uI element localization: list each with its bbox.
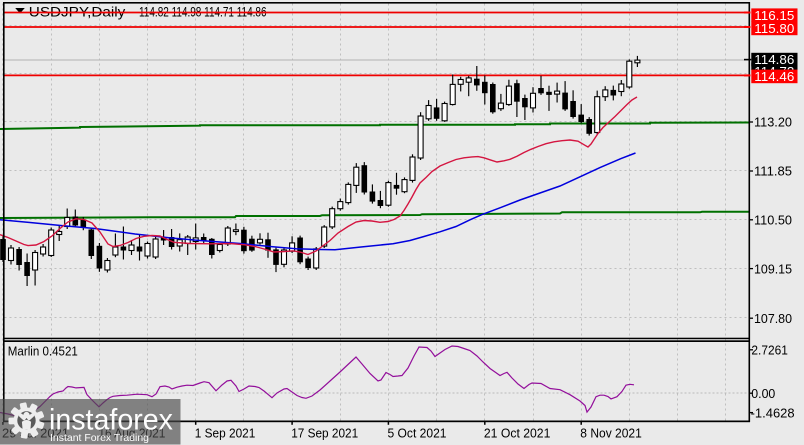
svg-text:107.80: 107.80 — [754, 311, 792, 326]
svg-text:0.00: 0.00 — [751, 386, 775, 401]
svg-text:110.50: 110.50 — [754, 213, 792, 228]
svg-text:17 Sep 2021: 17 Sep 2021 — [291, 425, 358, 440]
svg-text:113.20: 113.20 — [754, 115, 792, 130]
svg-text:5 Oct 2021: 5 Oct 2021 — [388, 425, 447, 440]
svg-text:109.15: 109.15 — [754, 261, 792, 276]
svg-text:114.86: 114.86 — [754, 52, 794, 67]
svg-text:2.7261: 2.7261 — [751, 343, 788, 358]
svg-text:116.15: 116.15 — [754, 8, 794, 23]
svg-text:-1.4628: -1.4628 — [751, 405, 795, 420]
svg-text:1 Sep 2021: 1 Sep 2021 — [195, 425, 256, 440]
svg-text:114.46: 114.46 — [754, 69, 794, 84]
svg-text:Instant Forex Trading: Instant Forex Trading — [50, 432, 149, 444]
svg-text:8 Nov 2021: 8 Nov 2021 — [580, 425, 642, 440]
svg-text:21 Oct 2021: 21 Oct 2021 — [484, 425, 551, 440]
svg-text:115.80: 115.80 — [754, 21, 794, 36]
svg-text:Marlin 0.4521: Marlin 0.4521 — [8, 343, 78, 358]
svg-text:111.85: 111.85 — [754, 164, 792, 179]
svg-text:instaforex: instaforex — [49, 404, 173, 437]
